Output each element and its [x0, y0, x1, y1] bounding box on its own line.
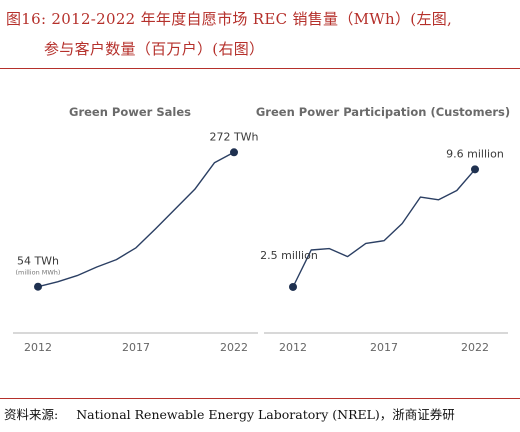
chart-title-1: Green Power Sales [69, 105, 191, 119]
charts-area: Green Power Sales 2012 2017 2022 54 TWh(mill… [13, 105, 510, 354]
x-tick-label-2012: 2012 [279, 341, 307, 354]
bottom-divider [0, 398, 520, 400]
data-point-2022 [230, 148, 238, 157]
x-tick-label-2017: 2017 [370, 341, 398, 354]
series-line-2 [292, 168, 476, 288]
annotation-start-sub-1: (million MWh) [16, 269, 61, 277]
annotation-start-1: 54 TWh [17, 255, 59, 268]
x-tick-label-2012: 2012 [24, 341, 52, 354]
data-point-2022 [471, 165, 479, 174]
annotation-start-2: 2.5 million [260, 249, 318, 262]
annotation-end-2: 9.6 million [446, 147, 504, 160]
top-divider [0, 68, 520, 69]
figure-title: 图16: 2012-2022 年年度自愿市场 REC 销售量（MWh）(左图, … [6, 4, 514, 64]
source-note: 资料来源: National Renewable Energy Laborator… [4, 404, 518, 423]
figure-title-line2: 参与客户数量（百万户）(右图） [44, 40, 265, 58]
chart-title-2: Green Power Participation (Customers) [256, 105, 510, 119]
x-tick-label-2017: 2017 [122, 341, 150, 354]
figure-title-line1: 图16: 2012-2022 年年度自愿市场 REC 销售量（MWh）(左图, [6, 10, 453, 28]
series-line-1 [37, 151, 235, 288]
data-point-2012 [289, 282, 297, 291]
annotation-end-1: 272 TWh [209, 130, 258, 143]
x-tick-label-2022: 2022 [220, 341, 248, 354]
data-point-2012 [34, 282, 42, 291]
source-label: 资料来源: [4, 407, 59, 422]
x-tick-label-2022: 2022 [461, 341, 489, 354]
source-text: National Renewable Energy Laboratory (NR… [76, 407, 455, 422]
